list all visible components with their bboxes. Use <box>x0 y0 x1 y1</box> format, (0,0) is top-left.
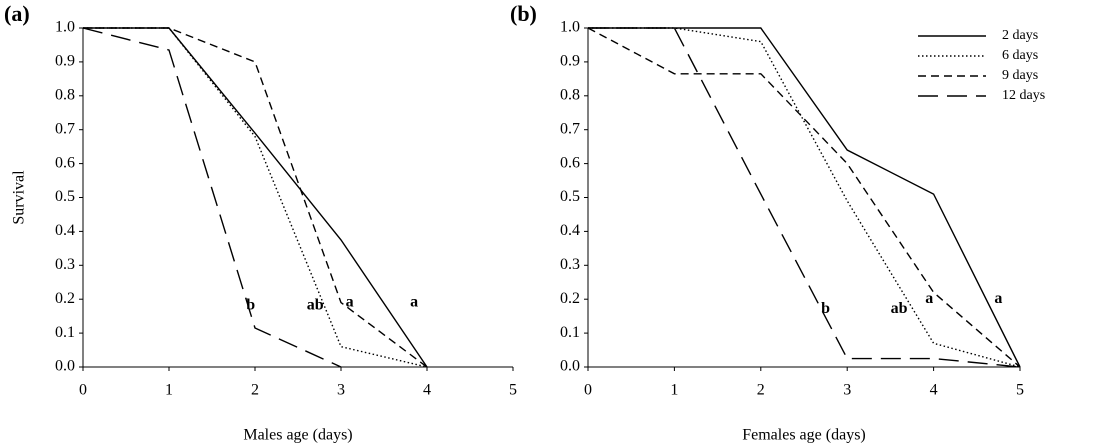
annotation: b <box>821 300 830 317</box>
series-line <box>83 27 428 368</box>
series-line <box>83 27 428 368</box>
legend-label: 9 days <box>1002 68 1038 83</box>
y-tick-label: 0.1 <box>55 324 75 341</box>
y-tick-label: 0.2 <box>560 290 580 307</box>
y-tick-label: 0.9 <box>560 53 580 70</box>
x-tick-label: 3 <box>337 382 345 399</box>
y-tick-label: 1.0 <box>55 19 75 36</box>
y-tick-label: 0.7 <box>55 120 75 137</box>
annotation: a <box>346 293 354 310</box>
y-tick-label: 0.6 <box>560 154 580 171</box>
x-tick-label: 4 <box>423 382 431 399</box>
y-tick-label: 0.3 <box>560 256 580 273</box>
y-tick-label: 1.0 <box>560 19 580 36</box>
x-tick-label: 1 <box>670 382 678 399</box>
annotation: a <box>925 290 933 307</box>
x-tick-label: 0 <box>79 382 87 399</box>
y-axis-label: Survival <box>11 170 28 225</box>
annotation: ab <box>891 300 908 317</box>
series-line <box>82 27 342 368</box>
y-tick-label: 0.2 <box>55 290 75 307</box>
x-axis-label: Females age (days) <box>742 427 866 444</box>
series-line <box>588 27 1021 368</box>
legend-label: 2 days <box>1002 28 1038 43</box>
y-tick-label: 0.4 <box>560 222 580 239</box>
x-tick-label: 0 <box>584 382 592 399</box>
y-tick-label: 0.0 <box>560 358 580 375</box>
y-tick-label: 0.3 <box>55 256 75 273</box>
x-tick-label: 5 <box>1016 382 1024 399</box>
annotation: b <box>246 297 255 314</box>
x-tick-label: 2 <box>757 382 765 399</box>
y-tick-label: 0.5 <box>55 188 75 205</box>
x-tick-label: 5 <box>509 382 517 399</box>
y-tick-label: 0.7 <box>560 120 580 137</box>
series-line <box>587 27 1021 368</box>
y-tick-label: 0.6 <box>55 154 75 171</box>
x-tick-label: 3 <box>843 382 851 399</box>
legend-label: 6 days <box>1002 48 1038 63</box>
chart-title: (a) <box>4 1 30 26</box>
x-axis-label: Males age (days) <box>243 427 352 444</box>
series-line <box>83 27 428 368</box>
y-tick-label: 0.8 <box>560 86 580 103</box>
y-tick-label: 0.5 <box>560 188 580 205</box>
x-tick-label: 4 <box>930 382 938 399</box>
x-tick-label: 1 <box>165 382 173 399</box>
chart-title: (b) <box>510 1 537 26</box>
legend-label: 12 days <box>1002 88 1045 103</box>
annotation: ab <box>307 297 324 314</box>
series-line <box>588 27 1021 368</box>
annotation: a <box>994 290 1002 307</box>
y-tick-label: 0.0 <box>55 358 75 375</box>
y-tick-label: 0.9 <box>55 53 75 70</box>
series-line <box>588 27 1021 368</box>
y-tick-label: 0.4 <box>55 222 75 239</box>
annotation: a <box>410 293 418 310</box>
x-tick-label: 2 <box>251 382 259 399</box>
y-tick-label: 0.1 <box>560 324 580 341</box>
y-tick-label: 0.8 <box>55 86 75 103</box>
